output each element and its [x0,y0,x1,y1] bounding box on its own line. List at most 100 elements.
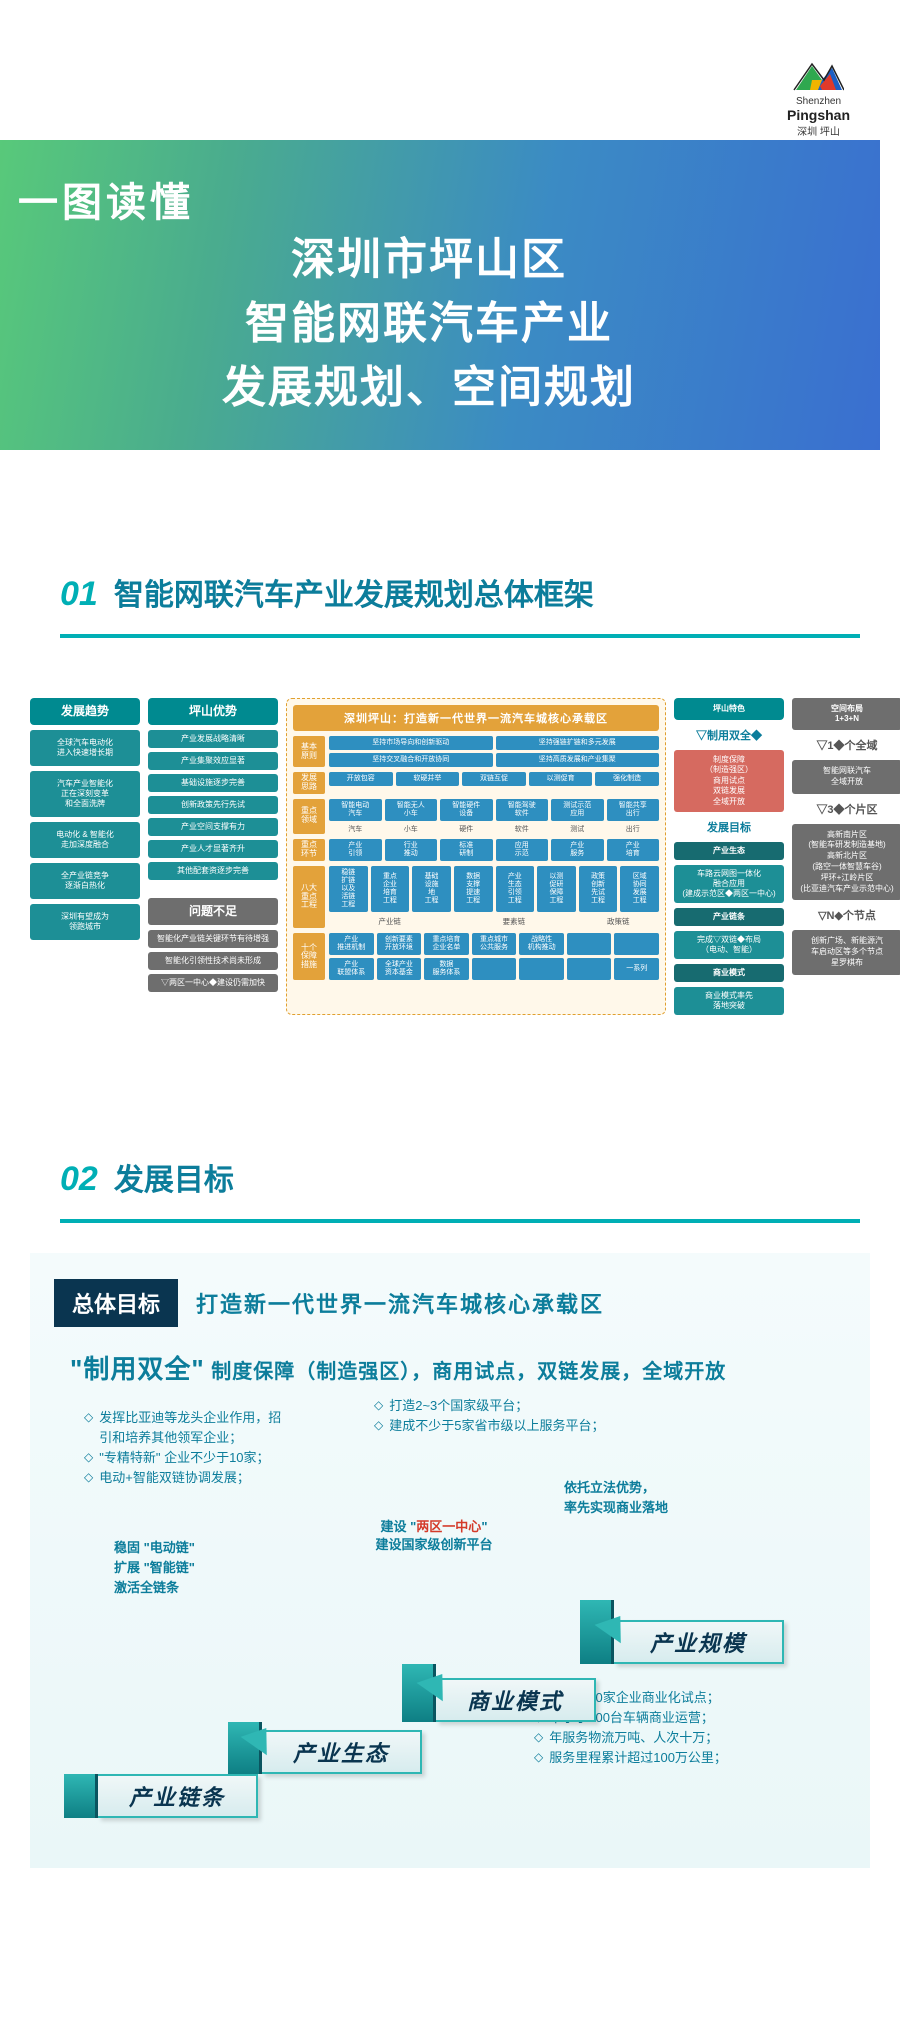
step-2-label: 产业生态 [262,1730,422,1774]
goal-text: 打造新一代世界一流汽车城核心承载区 [196,1287,604,1319]
center-cell: 创新要素 开放环境 [377,933,422,955]
center-title: 深圳坪山：打造新一代世界一流汽车城核心承载区 [293,705,659,731]
center-cell: 行业 推动 [385,839,438,861]
center-span-label: 政策链 [578,915,660,928]
bullet-icon: ◇ [84,1468,93,1488]
center-cell: 一系列 [614,958,659,980]
center-cell: 应用 示范 [496,839,549,861]
center-cell-row: 坚持市场导向和创新驱动坚持强链扩链和多元发展 [329,736,659,750]
goal-row: 总体目标 打造新一代世界一流汽车城核心承载区 [54,1279,846,1327]
feat-sub2: 发展目标 [674,817,784,837]
center-sublabel: 出行 [607,824,660,834]
fw-col-trends: 发展趋势 全球汽车电动化 进入快速增长期汽车产业智能化 正在深刻变革 和全面洗牌… [30,698,140,1015]
center-cell: 产业 生态 引领 工程 [496,866,535,912]
section-01-underline [60,634,860,638]
advantage-item: 基础设施逐步完善 [148,774,278,792]
center-build-text: 建设 "两区一中心" 建设国家级创新平台 [324,1518,544,1554]
center-row-label: 十个 保障 措施 [293,933,325,980]
bullet-text: "专精特新" 企业不少于10家； [99,1448,269,1468]
section-02-title: 发展目标 [114,1155,234,1199]
step-1-riser [64,1774,98,1818]
center-cell: 测试示范 应用 [551,799,604,821]
bullet-icon: ◇ [374,1416,383,1436]
center-cell-row: 开放包容软硬并举双链互促以测促育强化制造 [329,772,659,786]
layout-head: 空间布局 1+3+N [792,698,900,730]
feat-pink: 制度保障 （制造强区） 商用试点 双链发展 全域开放 [674,750,784,812]
trend-item: 深圳有望成为 领跑城市 [30,904,140,940]
step-1-label: 产业链条 [98,1774,258,1818]
section-01-num: 01 [60,575,98,614]
trend-item: 全产业链竞争 逐渐白热化 [30,863,140,899]
red-keyword: 两区一中心 [416,1519,481,1534]
logo-text-3: 深圳 坪山 [787,123,850,138]
bullets-topright: 依托立法优势，率先实现商业落地 [564,1478,784,1518]
bullet-item: ◇建成不少于5家省市级以上服务平台； [374,1416,674,1436]
center-span-row: 产业链要素链政策链 [329,915,659,928]
bullets-topcenter: ◇打造2~3个国家级平台；◇建成不少于5家省市级以上服务平台； [374,1396,674,1436]
bullet-text: 打造2~3个国家级平台； [389,1396,528,1416]
slogan: "制用双全" 制度保障（制造强区），商用试点，双链发展，全域开放 [70,1349,846,1386]
layout-g1h: ▽1◆个全域 [792,735,900,755]
center-cell: 区域 协同 发展 工程 [620,866,659,912]
center-cell: 智能无人 小车 [385,799,438,821]
center-cell: 产业 推进机制 [329,933,374,955]
bullet-text: 率先实现商业落地 [564,1498,784,1518]
section-02-underline [60,1219,860,1223]
layout-g2h: ▽3◆个片区 [792,799,900,819]
center-cell: 产业 培育 [607,839,660,861]
trends-head: 发展趋势 [30,698,140,725]
step-3-label: 商业模式 [436,1678,596,1722]
hero-line3: 智能网联汽车产业 [18,292,840,356]
center-row: 八大 重点 工程稳链 扩链 以及 活链 工程重点 企业 培育 工程基础 设施 地… [293,866,659,928]
section-01-title: 智能网联汽车产业发展规划总体框架 [114,570,594,614]
hero-line1: 一图读懂 [18,170,840,228]
prob-head: 问题不足 [148,898,278,925]
center-cell: 产业 引领 [329,839,382,861]
center-sublabel: 软件 [496,824,549,834]
center-cell [614,933,659,955]
center-cell [519,958,564,980]
center-row-label: 重点 环节 [293,839,325,861]
center-cell [567,933,612,955]
center-cell: 坚持市场导向和创新驱动 [329,736,493,750]
center-row-label: 重点 领域 [293,799,325,834]
advantage-item: 产业发展战略清晰 [148,730,278,748]
bullet-item: ◇发挥比亚迪等龙头企业作用，招 引和培养其他领军企业； [84,1408,364,1448]
trend-item: 全球汽车电动化 进入快速增长期 [30,730,140,766]
center-cell: 稳链 扩链 以及 活链 工程 [329,866,368,912]
staircase: 产业链条 产业生态 商业模式 产业规模 [64,1558,844,1818]
bullet-item: ◇ "专精特新" 企业不少于10家； [84,1448,364,1468]
problem-item: 智能化产业链关键环节有待增强 [148,930,278,948]
bullet-text: 依托立法优势， [564,1478,784,1498]
bullet-item: ◇ 电动+智能双链协调发展； [84,1468,364,1488]
page: Shenzhen Pingshan 深圳 坪山 一图读懂 深圳市坪山区 智能网联… [0,0,900,1868]
center-row-body: 开放包容软硬并举双链互促以测促育强化制造 [329,772,659,794]
bullet-text: 电动+智能双链协调发展； [99,1468,250,1488]
fw-col-features: 坪山特色 ▽制用双全◆ 制度保障 （制造强区） 商用试点 双链发展 全域开放 发… [674,698,784,1015]
bullet-icon: ◇ [84,1448,93,1468]
advantage-item: 产业人才显著齐升 [148,840,278,858]
advantage-item: 产业空间支撑有力 [148,818,278,836]
layout-g2: 高新南片区 (智能车研发制造基地) 高新北片区 (路空一体智慧车谷) 坪环+江岭… [792,824,900,901]
center-cell: 坚持高质发展和产业集聚 [496,753,660,767]
slogan-rest: 制度保障（制造强区），商用试点，双链发展，全域开放 [211,1361,726,1383]
fw-center: 深圳坪山：打造新一代世界一流汽车城核心承载区 基本 原则坚持市场导向和创新驱动坚… [286,698,666,1015]
center-row-label: 八大 重点 工程 [293,866,325,928]
center-row: 重点 环节产业 引领行业 推动标准 研制应用 示范产业 服务产业 培育 [293,839,659,861]
logo-area: Shenzhen Pingshan 深圳 坪山 [0,0,900,140]
center-row-label: 基本 原则 [293,736,325,767]
logo-text-2: Pingshan [787,107,850,123]
bullet-item: ◇打造2~3个国家级平台； [374,1396,674,1416]
framework-grid: 发展趋势 全球汽车电动化 进入快速增长期汽车产业智能化 正在深刻变革 和全面洗牌… [30,698,870,1015]
feat-box2: 完成▽双链◆布局 （电动、智能） [674,931,784,959]
center-row: 基本 原则坚持市场导向和创新驱动坚持强链扩链和多元发展坚持交叉融合和开放协同坚持… [293,736,659,767]
trend-item: 电动化 & 智能化 走加深度融合 [30,822,140,858]
layout-g1: 智能网联汽车 全域开放 [792,760,900,794]
hero-banner: 一图读懂 深圳市坪山区 智能网联汽车产业 发展规划、空间规划 [0,140,880,450]
pingshan-logo: Shenzhen Pingshan 深圳 坪山 [787,60,850,138]
layout-g3h: ▽N◆个节点 [792,905,900,925]
center-cell [472,958,517,980]
center-cell: 重点城市 公共服务 [472,933,517,955]
center-cell: 数据 支撑 提速 工程 [454,866,493,912]
center-row-body: 稳链 扩链 以及 活链 工程重点 企业 培育 工程基础 设施 地 工程数据 支撑… [329,866,659,928]
